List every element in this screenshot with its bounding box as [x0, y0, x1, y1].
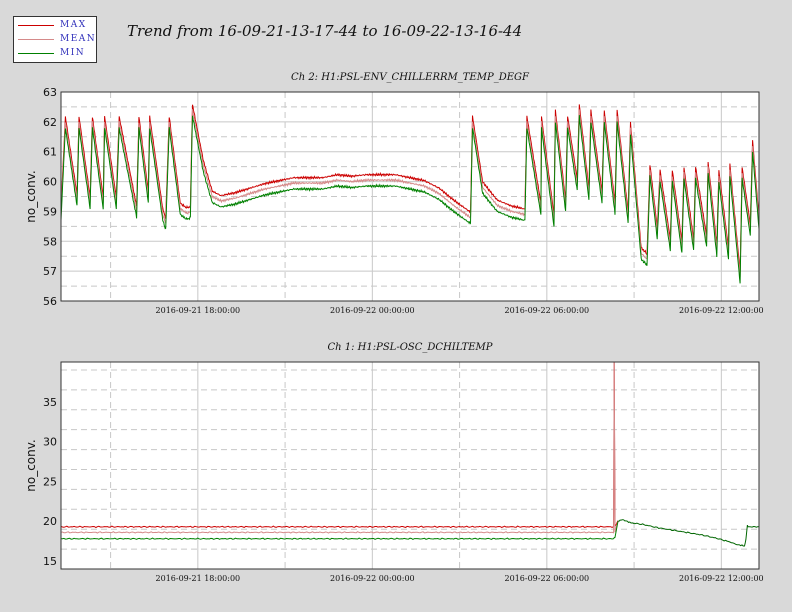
page-title: Trend from 16-09-21-13-17-44 to 16-09-22… — [127, 22, 523, 40]
y-tick-label: 60 — [43, 176, 57, 189]
legend-swatch-min — [18, 53, 54, 54]
chart-title: Ch 1: H1:PSL-OSC_DCHILTEMP — [327, 342, 492, 353]
y-tick-label: 59 — [43, 205, 57, 218]
plot-frame — [60, 361, 760, 570]
legend-swatch-mean — [18, 39, 54, 40]
y-axis-label: no_conv. — [24, 439, 38, 491]
series-line-mean — [61, 109, 759, 278]
x-tick-label: 2016-09-21 18:00:00 — [156, 306, 241, 315]
x-tick-label: 2016-09-22 00:00:00 — [330, 306, 415, 315]
y-tick-label: 57 — [43, 265, 57, 278]
series-line-max — [61, 362, 619, 529]
x-tick-label: 2016-09-22 06:00:00 — [505, 574, 590, 583]
x-tick-label: 2016-09-22 00:00:00 — [330, 574, 415, 583]
y-axis-label: no_conv. — [24, 170, 38, 222]
legend: MAX MEAN MIN — [13, 16, 97, 63]
chart-title: Ch 2: H1:PSL-ENV_CHILLERRM_TEMP_DEGF — [291, 72, 530, 83]
legend-label-min: MIN — [60, 48, 86, 58]
series-line-min — [61, 521, 619, 540]
y-tick-label: 20 — [43, 515, 57, 528]
y-tick-label: 61 — [43, 146, 57, 159]
legend-label-max: MAX — [60, 20, 87, 30]
series-line-mean — [61, 362, 619, 534]
series-line-all — [617, 519, 759, 547]
x-tick-label: 2016-09-22 06:00:00 — [505, 306, 590, 315]
x-tick-label: 2016-09-22 12:00:00 — [679, 306, 764, 315]
series-line-min — [61, 115, 759, 284]
plot-area — [61, 362, 759, 569]
y-tick-label: 30 — [43, 436, 57, 449]
plot-frame — [60, 91, 760, 302]
y-tick-label: 63 — [43, 86, 57, 99]
legend-label-mean: MEAN — [60, 34, 97, 44]
y-tick-label: 25 — [43, 475, 57, 488]
chart-panel-2: Ch 1: H1:PSL-OSC_DCHILTEMP 15 20 25 30 35 2016… — [24, 342, 764, 583]
legend-swatch-max — [18, 25, 54, 26]
y-tick-label: 62 — [43, 116, 57, 129]
y-tick-label: 58 — [43, 235, 57, 248]
x-tick-label: 2016-09-21 18:00:00 — [156, 574, 241, 583]
y-tick-label: 35 — [43, 396, 57, 409]
series-line-max — [61, 104, 759, 273]
y-tick-label: 56 — [43, 295, 57, 308]
chart-panel-1: Ch 2: H1:PSL-ENV_CHILLERRM_TEMP_DEGF 56 57… — [24, 72, 764, 315]
x-tick-label: 2016-09-22 12:00:00 — [679, 574, 764, 583]
y-tick-label: 15 — [43, 555, 57, 568]
